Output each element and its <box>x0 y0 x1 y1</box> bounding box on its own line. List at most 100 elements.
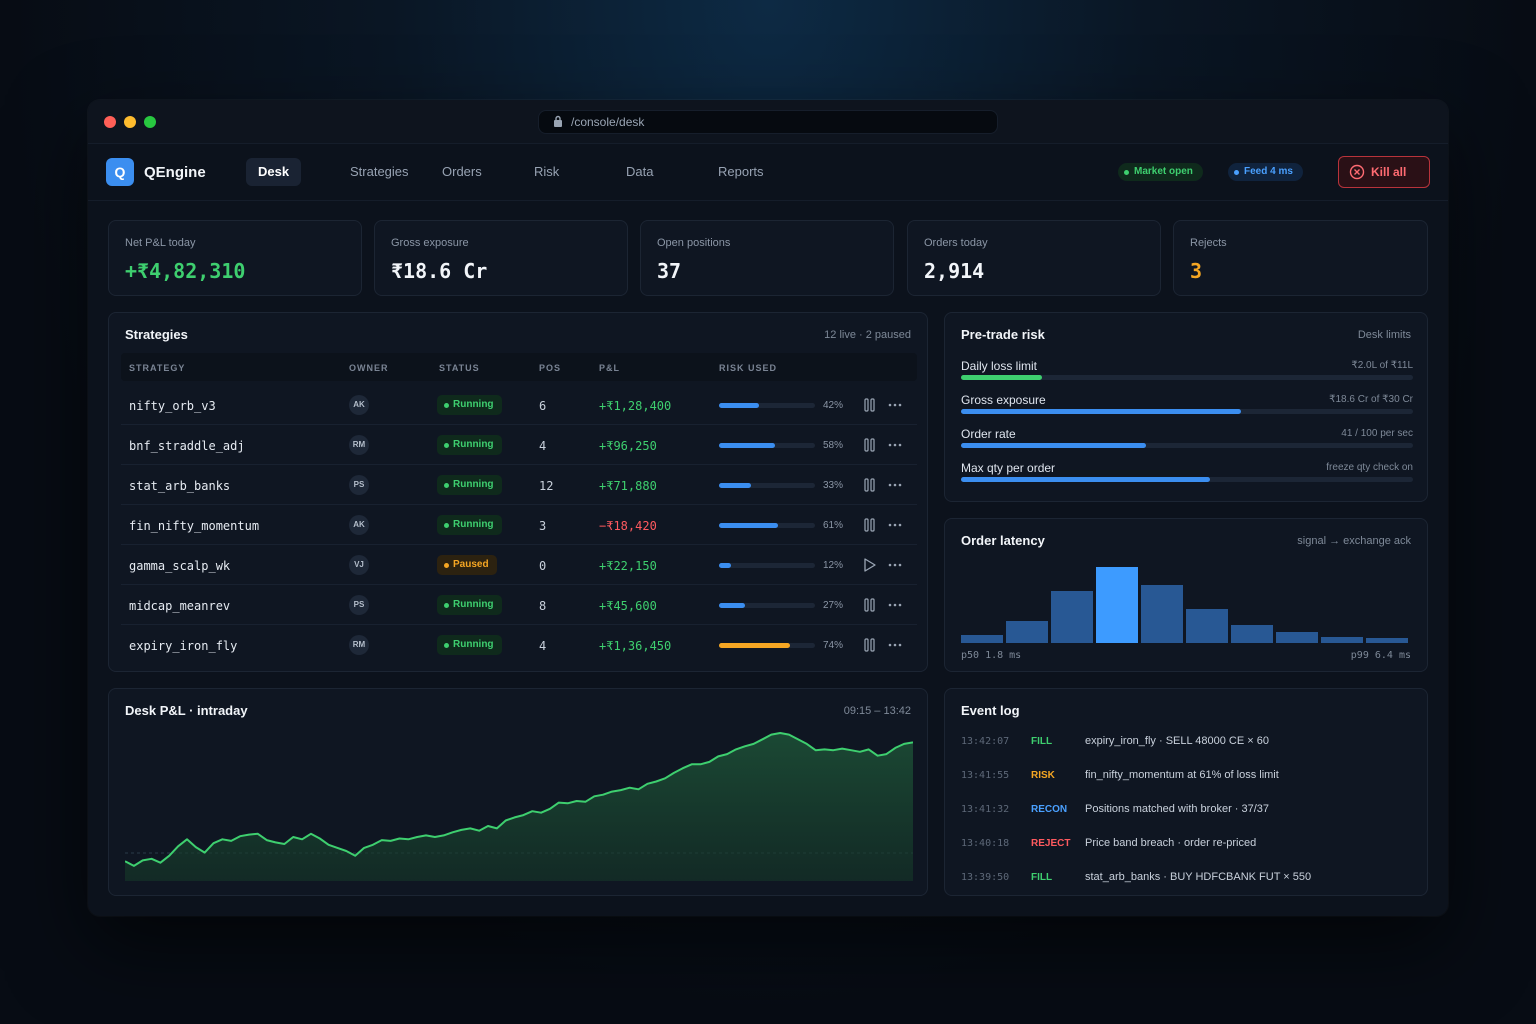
more-options-icon[interactable] <box>887 437 903 453</box>
risk-bar-fill <box>719 643 791 648</box>
market-status-badge: Market open <box>1118 163 1203 181</box>
maximize-window-button[interactable] <box>144 116 156 128</box>
pnl-value: +₹45,600 <box>599 599 657 613</box>
table-row[interactable]: bnf_straddle_adj RM Running 4 +₹96,250 58% <box>121 425 917 465</box>
column-header[interactable]: P&L <box>599 363 620 373</box>
status-badge: Running <box>437 635 502 655</box>
play-icon[interactable] <box>863 557 877 573</box>
column-header[interactable]: POS <box>539 363 562 373</box>
app-window: /console/desk Q QEngine Desk Strategies … <box>88 100 1448 916</box>
strategy-name[interactable]: bnf_straddle_adj <box>129 439 245 453</box>
position-count: 12 <box>539 479 554 493</box>
top-nav: Q QEngine Desk Strategies Orders Risk Da… <box>88 144 1448 201</box>
kpi-value: 37 <box>657 259 682 283</box>
position-count: 3 <box>539 519 547 533</box>
risk-limit: Daily loss limit ₹2.0L of ₹11L <box>961 359 1413 389</box>
column-header[interactable]: OWNER <box>349 363 389 373</box>
more-options-icon[interactable] <box>887 517 903 533</box>
desk-pnl-panel: Desk P&L · intraday 09:15 – 13:42 <box>108 688 928 896</box>
event-row[interactable]: 13:41:55 RISK fin_nifty_momentum at 61% of… <box>961 767 1413 787</box>
url-text: /console/desk <box>571 115 645 129</box>
more-options-icon[interactable] <box>887 557 903 573</box>
event-tag: RECON <box>1031 804 1068 815</box>
column-header[interactable]: STRATEGY <box>129 363 186 373</box>
limit-label: Order rate <box>961 427 1016 441</box>
limit-label: Daily loss limit <box>961 359 1038 373</box>
more-options-icon[interactable] <box>887 397 903 413</box>
status-badge: Paused <box>437 555 497 575</box>
risk-bar <box>719 643 815 648</box>
latency-bin <box>961 635 1003 643</box>
pnl-line <box>125 732 913 867</box>
status-badge: Running <box>437 515 502 535</box>
event-row[interactable]: 13:41:32 RECON Positions matched with brok… <box>961 801 1413 821</box>
latency-bin <box>1366 638 1408 643</box>
owner-avatar: RM <box>349 635 369 655</box>
limit-bar <box>961 409 1413 414</box>
event-row[interactable]: 13:39:50 FILL stat_arb_banks · BUY HDFCBAN… <box>961 869 1413 889</box>
strategy-name[interactable]: stat_arb_banks <box>129 479 231 493</box>
tab-reports[interactable]: Reports <box>718 164 764 179</box>
strategy-name[interactable]: nifty_orb_v3 <box>129 399 216 413</box>
more-options-icon[interactable] <box>887 637 903 653</box>
pause-icon[interactable] <box>863 437 877 453</box>
risk-percent: 27% <box>823 600 844 611</box>
table-row[interactable]: fin_nifty_momentum AK Running 3 −₹18,420 61% <box>121 505 917 545</box>
owner-avatar: AK <box>349 515 369 535</box>
strategies-summary: 12 live · 2 paused <box>824 329 911 341</box>
pause-icon[interactable] <box>863 397 877 413</box>
position-count: 4 <box>539 439 547 453</box>
panel-title: Event log <box>961 703 1020 718</box>
owner-avatar: RM <box>349 435 369 455</box>
column-header[interactable]: STATUS <box>439 363 480 373</box>
pnl-chart <box>125 732 913 881</box>
risk-bar-fill <box>719 403 760 408</box>
risk-bar-fill <box>719 443 775 448</box>
tab-orders[interactable]: Orders <box>442 164 482 179</box>
position-count: 6 <box>539 399 547 413</box>
event-row[interactable]: 13:42:07 FILL expiry_iron_fly · SELL 48000… <box>961 733 1413 753</box>
event-time: 13:40:18 <box>961 838 1010 849</box>
table-row[interactable]: midcap_meanrev PS Running 8 +₹45,600 27% <box>121 585 917 625</box>
latency-bin <box>1186 608 1228 643</box>
limit-bar <box>961 477 1413 482</box>
latency-bin <box>1051 591 1093 643</box>
more-options-icon[interactable] <box>887 597 903 613</box>
pause-icon[interactable] <box>863 477 877 493</box>
column-header[interactable]: RISK USED <box>719 363 778 373</box>
event-row[interactable]: 13:40:18 REJECT Price band breach · order … <box>961 835 1413 855</box>
pause-icon[interactable] <box>863 637 877 653</box>
kpi-card-orders-today: Orders today 2,914 <box>907 220 1161 296</box>
kpi-value: 2,914 <box>924 259 985 283</box>
strategy-name[interactable]: fin_nifty_momentum <box>129 519 260 533</box>
address-bar[interactable]: /console/desk <box>538 110 998 134</box>
pause-icon[interactable] <box>863 597 877 613</box>
tab-desk[interactable]: Desk <box>246 158 302 186</box>
tab-strategies[interactable]: Strategies <box>350 164 409 179</box>
minimize-window-button[interactable] <box>124 116 136 128</box>
tab-risk[interactable]: Risk <box>534 164 560 179</box>
kill-all-button[interactable]: Kill all <box>1338 156 1430 188</box>
kpi-value: +₹4,82,310 <box>125 259 246 283</box>
risk-bar-fill <box>719 563 731 568</box>
limit-bar-fill <box>961 375 1043 380</box>
strategy-name[interactable]: gamma_scalp_wk <box>129 559 231 573</box>
pause-icon[interactable] <box>863 517 877 533</box>
table-row[interactable]: stat_arb_banks PS Running 12 +₹71,880 33% <box>121 465 917 505</box>
table-row[interactable]: gamma_scalp_wk VJ Paused 0 +₹22,150 12% <box>121 545 917 585</box>
limit-bar-fill <box>961 477 1210 482</box>
pnl-value: +₹1,36,450 <box>599 639 672 653</box>
table-row[interactable]: expiry_iron_fly RM Running 4 +₹1,36,450 74% <box>121 625 917 665</box>
event-message: fin_nifty_momentum at 61% of loss limit <box>1085 769 1279 781</box>
limit-bar-fill <box>961 443 1147 448</box>
tab-data[interactable]: Data <box>626 164 654 179</box>
more-options-icon[interactable] <box>887 477 903 493</box>
chart-range: 09:15 – 13:42 <box>843 705 911 717</box>
pnl-value: +₹96,250 <box>599 439 657 453</box>
strategy-name[interactable]: expiry_iron_fly <box>129 639 238 653</box>
close-window-button[interactable] <box>104 116 116 128</box>
latency-p50: p50 1.8 ms <box>961 650 1022 661</box>
strategy-name[interactable]: midcap_meanrev <box>129 599 231 613</box>
pretrade-risk-panel: Pre-trade risk Desk limits Daily loss li… <box>944 312 1428 502</box>
table-row[interactable]: nifty_orb_v3 AK Running 6 +₹1,28,400 42% <box>121 385 917 425</box>
